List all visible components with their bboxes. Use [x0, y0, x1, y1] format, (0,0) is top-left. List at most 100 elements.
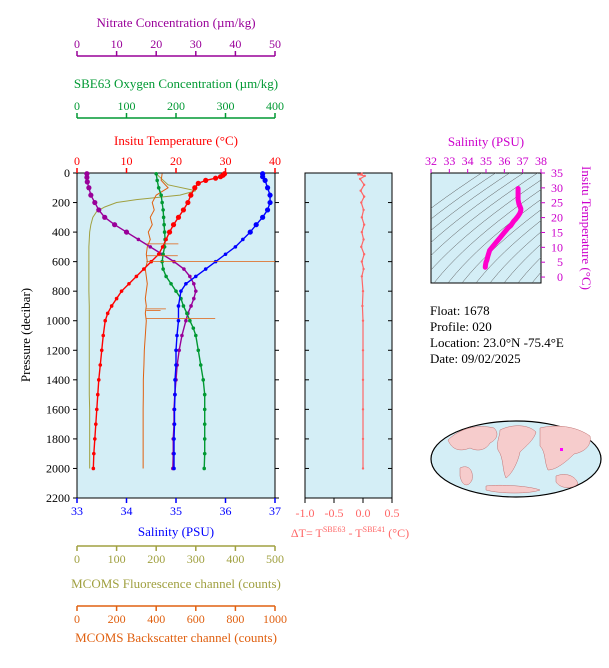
- temperature-point: [180, 207, 187, 213]
- oxygen-point: [162, 230, 167, 234]
- salinity-point: [173, 378, 177, 382]
- nitrate-point: [184, 318, 188, 323]
- temperature-point: [99, 348, 104, 353]
- ts-xtick-label: 32: [425, 154, 437, 168]
- pressure-tick-label: 1000: [46, 314, 70, 328]
- salinity-point: [223, 252, 228, 257]
- delta-t-point: [361, 408, 365, 411]
- temperature-point: [185, 199, 191, 206]
- delta-t-point: [363, 174, 366, 178]
- temperature-point: [203, 177, 209, 183]
- ts-title: Salinity (PSU): [448, 134, 524, 149]
- temperature-point: [94, 422, 98, 426]
- oxygen-point: [169, 281, 173, 286]
- backscatter-tick-label: 600: [187, 612, 205, 626]
- nitrate-point: [123, 229, 130, 235]
- nitrate-point: [84, 174, 90, 181]
- delta-t-axis-label: ΔT= TSBE63 - TSBE41 (°C): [291, 525, 409, 540]
- temperature-point: [188, 192, 194, 198]
- nitrate-point: [188, 274, 192, 279]
- temperature-point: [175, 214, 182, 220]
- delta-t-point: [360, 172, 364, 175]
- salinity-point: [172, 466, 176, 471]
- temperature-point: [95, 392, 100, 397]
- salinity-tick-label: 33: [71, 504, 83, 518]
- delta-t-tick-label: 0.0: [356, 506, 371, 520]
- delta-t-point: [362, 267, 365, 271]
- temperature-tick-label: 0: [74, 154, 80, 168]
- temperature-point: [98, 363, 103, 367]
- temperature-point: [103, 318, 108, 323]
- backscatter-axis-label: MCOMS Backscatter channel (counts): [75, 630, 277, 645]
- profile-number: Profile: 020: [430, 319, 492, 334]
- salinity-point: [260, 174, 266, 180]
- oxygen-point: [201, 378, 206, 382]
- pressure-tick-label: 0: [64, 166, 70, 180]
- temperature-point: [134, 274, 139, 279]
- delta-t-axes: -1.0 -0.5 0.0 0.5: [296, 172, 400, 520]
- delta-t-point: [362, 183, 366, 187]
- ts-ytick-label: 20: [551, 211, 563, 225]
- salinity-point: [173, 392, 177, 397]
- location: Location: 23.0°N -75.4°E: [430, 335, 564, 350]
- salinity-point: [267, 199, 273, 206]
- salinity-point: [260, 214, 266, 220]
- nitrate-point: [136, 237, 141, 242]
- map-float-marker: [560, 448, 563, 451]
- oxygen-point: [162, 222, 166, 227]
- ts-xtick-label: 38: [535, 154, 547, 168]
- temperature-point: [156, 252, 161, 257]
- nitrate-point: [148, 245, 153, 249]
- fluorescence-line: [88, 173, 196, 469]
- salinity-point: [172, 451, 176, 456]
- ts-isoline: [431, 173, 538, 256]
- salinity-point: [176, 304, 181, 308]
- oxygen-point: [181, 304, 186, 308]
- delta-t-plot-area: [304, 172, 393, 499]
- salinity-point: [172, 422, 177, 426]
- pressure-tick-label: 2200: [46, 491, 70, 505]
- backscatter-tick-label: 1000: [263, 612, 287, 626]
- delta-t-point: [361, 304, 364, 308]
- float-id: Float: 1678: [430, 303, 490, 318]
- nitrate-tick-label: 20: [150, 37, 162, 51]
- nitrate-axis-label: Nitrate Concentration (µm/kg): [96, 15, 255, 30]
- delta-t-tick-label: 0.5: [385, 506, 400, 520]
- ts-xtick-label: 36: [498, 154, 510, 168]
- delta-t-point: [360, 230, 364, 234]
- nitrate-tick-label: 50: [269, 37, 281, 51]
- ts-isoline: [431, 173, 510, 231]
- temperature-point: [127, 281, 131, 286]
- profile-axes: 0200400600800100012001400160018002000220…: [46, 15, 287, 645]
- fluorescence-tick-label: 100: [108, 552, 126, 566]
- salinity-point: [174, 348, 178, 353]
- fluorescence-tick-label: 400: [226, 552, 244, 566]
- temperature-point: [96, 378, 101, 382]
- nitrate-point: [182, 267, 186, 271]
- pressure-tick-label: 200: [52, 196, 70, 210]
- delta-t-point: [358, 177, 362, 181]
- pressure-tick-label: 600: [52, 255, 70, 269]
- profile-series: [84, 171, 275, 471]
- temperature-point: [166, 229, 173, 235]
- delta-t-point: [360, 260, 364, 263]
- ts-isoline: [433, 189, 541, 283]
- temperature-point: [91, 466, 96, 471]
- ts-isoline: [489, 231, 541, 283]
- oxygen-axis-label: SBE63 Oxygen Concentration (µm/kg): [74, 76, 278, 91]
- salinity-tick-label: 34: [121, 504, 133, 518]
- oxygen-point: [155, 178, 159, 183]
- nitrate-tick-label: 0: [74, 37, 80, 51]
- delta-t-point: [360, 275, 364, 278]
- ts-isoline: [431, 173, 524, 243]
- ts-isoline: [447, 199, 541, 283]
- nitrate-point: [177, 348, 181, 353]
- salinity-point: [253, 222, 259, 228]
- nitrate-point: [192, 281, 196, 286]
- ts-isoline: [531, 271, 541, 283]
- salinity-point: [267, 192, 273, 198]
- ts-isoline: [431, 179, 541, 271]
- temperature-point: [93, 437, 97, 441]
- salinity-point: [184, 281, 188, 286]
